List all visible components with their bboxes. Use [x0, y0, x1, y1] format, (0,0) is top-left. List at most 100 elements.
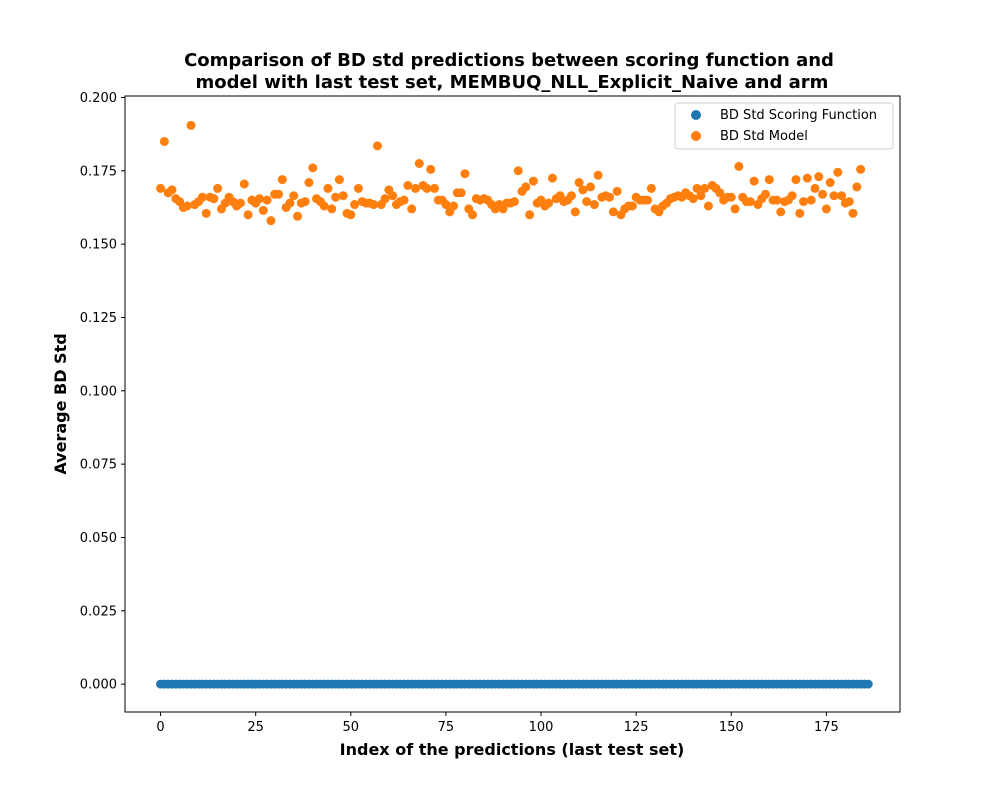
data-points: [156, 120, 873, 689]
data-point-model: [643, 195, 653, 205]
data-point-model: [239, 179, 249, 189]
x-tick-label: 0: [156, 720, 164, 735]
data-point-model: [791, 175, 801, 185]
data-point-model: [814, 172, 824, 182]
data-point-model: [772, 195, 782, 205]
data-point-model: [338, 191, 348, 201]
data-point-model: [749, 176, 759, 186]
x-tick-label: 175: [814, 720, 839, 735]
data-point-model: [380, 194, 390, 204]
data-point-model: [776, 207, 786, 217]
data-point-model: [688, 194, 698, 204]
data-point-model: [700, 183, 710, 193]
data-point-model: [403, 180, 413, 190]
data-point-model: [825, 178, 835, 188]
data-point-model: [795, 208, 805, 218]
data-point-model: [410, 183, 420, 193]
data-point-model: [293, 211, 303, 221]
data-point-model: [734, 161, 744, 171]
data-point-model: [353, 183, 363, 193]
data-point-model: [578, 185, 588, 195]
data-point-model: [570, 207, 580, 217]
legend-label-scoring-function: BD Std Scoring Function: [720, 108, 877, 123]
data-point-model: [235, 198, 245, 208]
data-point-model: [593, 170, 603, 180]
data-point-model: [289, 191, 299, 201]
data-point-model: [254, 194, 264, 204]
data-point-model: [802, 173, 812, 183]
y-tick-label: 0.000: [80, 678, 117, 693]
data-point-model: [201, 208, 211, 218]
data-point-model: [274, 189, 284, 199]
data-point-model: [156, 183, 166, 193]
data-point-model: [159, 136, 169, 146]
axis-ticks: 0 25 50 75 100 125 150 175 0.000 0.025 0.050 0.075 0…: [80, 91, 839, 735]
data-point-model: [441, 200, 451, 210]
data-point-model: [730, 204, 740, 214]
data-point-model: [350, 200, 360, 210]
data-point-model: [833, 167, 843, 177]
data-point-model: [821, 204, 831, 214]
data-point-model: [829, 191, 839, 201]
y-tick-label: 0.175: [80, 164, 117, 179]
chart-title-line-2: model with last test set, MEMBUQ_NLL_Exp…: [196, 72, 829, 93]
plot-frame: [124, 95, 901, 713]
data-point-model: [574, 178, 584, 188]
x-tick-label: 100: [529, 720, 554, 735]
y-tick-label: 0.050: [80, 531, 117, 546]
data-point-model: [525, 210, 535, 220]
data-point-model: [806, 195, 816, 205]
data-point-model: [844, 197, 854, 207]
y-axis-label: Average BD Std: [51, 333, 70, 474]
data-point-model: [582, 197, 592, 207]
data-point-model: [566, 191, 576, 201]
legend: BD Std Scoring Function BD Std Model: [674, 102, 894, 150]
data-point-model: [818, 189, 828, 199]
data-point-model: [810, 183, 820, 193]
data-point-model: [182, 201, 192, 211]
data-point-model: [605, 192, 615, 202]
legend-marker-model: [691, 131, 701, 141]
data-point-model: [745, 197, 755, 207]
y-tick-label: 0.125: [80, 311, 117, 326]
data-point-scoring-function: [863, 679, 873, 689]
data-point-model: [468, 210, 478, 220]
data-point-model: [304, 178, 314, 188]
data-point-model: [456, 188, 466, 198]
data-point-model: [308, 163, 318, 173]
data-point-model: [703, 201, 713, 211]
data-point-model: [761, 189, 771, 199]
data-point-model: [327, 204, 337, 214]
data-point-model: [209, 194, 219, 204]
data-point-model: [509, 197, 519, 207]
chart-title-line-1: Comparison of BD std predictions between…: [184, 50, 834, 71]
y-tick-label: 0.200: [80, 91, 117, 106]
legend-box: [674, 102, 894, 150]
x-tick-label: 75: [438, 720, 455, 735]
plot-area: [125, 96, 900, 712]
data-point-model: [277, 175, 287, 185]
data-point-model: [323, 183, 333, 193]
data-point-model: [334, 175, 344, 185]
data-point-model: [331, 192, 341, 202]
data-point-model: [646, 183, 656, 193]
data-point-model: [852, 182, 862, 192]
data-point-model: [585, 182, 595, 192]
data-point-model: [285, 198, 295, 208]
data-point-model: [544, 198, 554, 208]
y-tick-label: 0.075: [80, 458, 117, 473]
data-point-model: [547, 173, 557, 183]
data-point-model: [848, 208, 858, 218]
data-point-model: [388, 191, 398, 201]
data-point-model: [696, 191, 706, 201]
data-point-model: [589, 200, 599, 210]
data-point-model: [407, 204, 417, 214]
data-point-model: [186, 120, 196, 130]
data-point-model: [426, 164, 436, 174]
data-point-model: [266, 216, 276, 226]
data-point-model: [449, 201, 459, 211]
data-point-model: [528, 176, 538, 186]
data-point-model: [799, 197, 809, 207]
data-point-model: [856, 164, 866, 174]
